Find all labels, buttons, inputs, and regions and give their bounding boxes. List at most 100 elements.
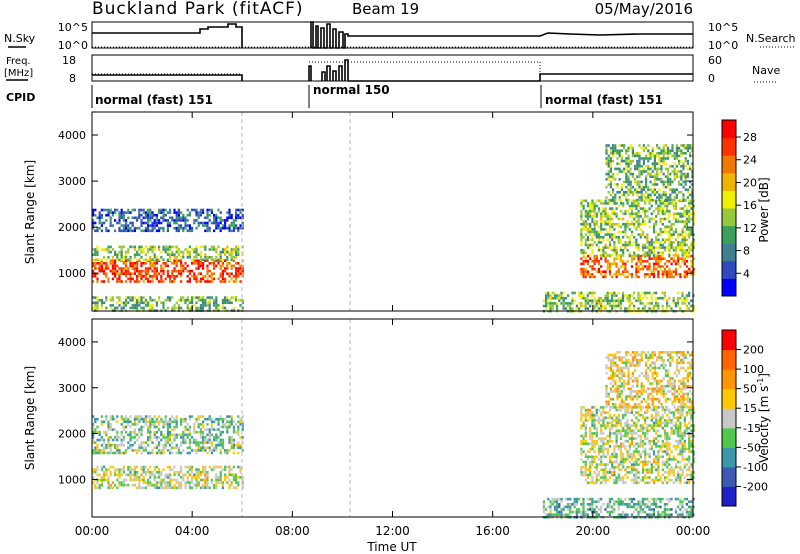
heatmap-cell [182,433,185,437]
heatmap-cell [609,180,612,184]
heatmap-cell [656,162,659,165]
heatmap-cell [655,291,658,295]
heatmap-cell [208,262,211,265]
heatmap-cell [690,500,693,503]
heatmap-cell [659,445,662,448]
heatmap-cell [116,478,119,482]
heatmap-cell [688,437,691,440]
heatmap-cell [92,253,95,256]
heatmap-cell [107,443,110,447]
heatmap-cell [107,441,110,444]
heatmap-cell [608,497,611,501]
heatmap-cell [580,304,583,308]
heatmap-cell [644,254,647,257]
heatmap-cell [241,306,244,310]
heatmap-cell [688,505,691,509]
heatmap-cell [94,208,97,212]
heatmap-cell [199,306,202,310]
heatmap-cell [131,443,134,447]
heatmap-cell [658,152,661,155]
heatmap-cell [597,302,600,305]
heatmap-cell [153,420,156,424]
heatmap-cell [666,307,669,310]
heatmap-cell [144,481,147,484]
heatmap-cell [634,152,637,155]
heatmap-cell [655,503,658,506]
heatmap-cell [107,248,110,251]
heatmap-cell [177,451,180,455]
heatmap-cell [208,213,211,217]
heatmap-cell [628,426,631,430]
heatmap-cell [195,253,198,256]
heatmap-cell [118,476,121,479]
heatmap-cell [186,264,189,268]
heatmap-cell [169,211,172,214]
heatmap-cell [199,298,202,302]
heatmap-cell [215,476,218,479]
heatmap-cell [615,458,618,461]
heatmap-cell [125,449,128,452]
heatmap-cell [241,486,244,490]
heatmap-cell [690,508,693,511]
heatmap-cell [630,265,634,268]
heatmap-cell [688,450,691,453]
heatmap-cell [683,220,686,223]
heatmap-cell [620,157,623,160]
heatmap-cell [608,265,612,268]
heatmap-cell [180,417,183,421]
heatmap-cell [663,248,667,252]
heatmap-cell [545,296,548,300]
heatmap-cell [147,470,150,474]
heatmap-cell [149,216,152,220]
heatmap-cell [691,183,694,186]
heatmap-cell [655,215,658,218]
heatmap-cell [641,307,644,310]
heatmap-cell [199,423,202,426]
heatmap-cell [679,220,682,223]
heatmap-cell [129,211,132,214]
heatmap-cell [663,421,667,425]
heatmap-cell [637,275,640,279]
heatmap-cell [600,463,603,466]
heatmap-cell [226,248,229,251]
heatmap-cell [679,212,682,216]
heatmap-cell [661,413,664,417]
heatmap-cell [232,430,235,434]
heatmap-cell [619,445,623,448]
heatmap-cell [677,471,680,474]
heatmap-cell [600,426,603,430]
heatmap-cell [584,241,587,244]
heatmap-cell [92,258,95,262]
heatmap-cell [641,429,645,433]
heatmap-cell [648,442,651,446]
heatmap-cell [197,417,200,421]
heatmap-cell [675,172,678,176]
heatmap-cell [127,216,130,220]
heatmap-cell [219,415,222,418]
heatmap-cell [164,298,167,302]
heatmap-cell [213,262,216,265]
heatmap-cell [615,406,618,409]
heatmap-cell [191,470,194,474]
heatmap-cell [129,277,132,281]
heatmap-cell [224,473,227,477]
heatmap-cell [591,267,594,271]
heatmap-cell [109,296,112,299]
heatmap-cell [608,233,612,236]
heatmap-cell [144,275,147,278]
heatmap-cell [591,508,594,511]
heatmap-cell [619,246,623,249]
heatmap-cell [98,473,101,477]
heatmap-cell [235,298,238,302]
heatmap-cell [111,438,114,442]
heatmap-cell [672,413,675,417]
heatmap-cell [633,307,636,310]
heatmap-cell [151,275,154,278]
heatmap-cell [589,429,592,433]
heatmap-cell [160,256,163,259]
heatmap-cell [208,226,211,230]
heatmap-cell [169,478,172,482]
heatmap-cell [116,438,119,442]
heatmap-cell [153,478,156,482]
heatmap-cell [670,262,673,266]
